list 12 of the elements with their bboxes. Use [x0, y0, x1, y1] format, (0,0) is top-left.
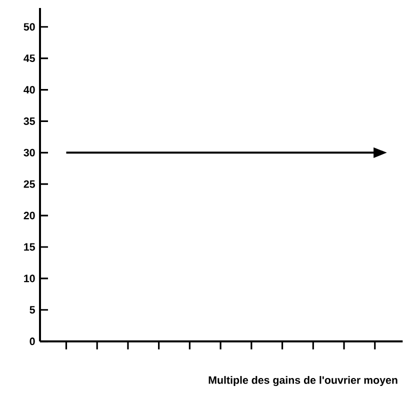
y-tick-label: 5 — [30, 306, 36, 314]
y-tick-label: 0 — [30, 338, 36, 346]
y-tick-label: 30 — [24, 148, 36, 156]
y-tick-label: 20 — [24, 212, 36, 220]
y-tick-label: 10 — [24, 274, 36, 282]
y-tick-label: 40 — [24, 86, 36, 94]
y-tick-label: 50 — [24, 23, 36, 31]
x-axis-title: Multiple des gains de l'ouvrier moyen — [208, 376, 398, 386]
y-tick-label: 45 — [24, 54, 36, 62]
y-tick-label: 15 — [24, 243, 36, 251]
y-tick-label: 35 — [24, 117, 36, 125]
y-tick-label: 25 — [24, 180, 36, 188]
